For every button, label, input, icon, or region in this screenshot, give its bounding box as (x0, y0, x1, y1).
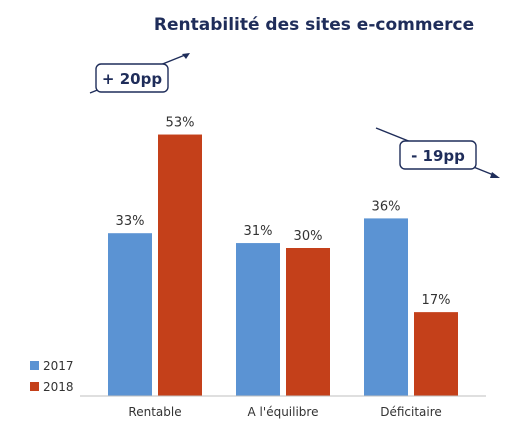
x-tick-label-1: A l'équilibre (248, 405, 319, 419)
bar-2017-1 (236, 243, 280, 396)
legend-swatch-2017 (30, 361, 39, 370)
bar-2018-0 (158, 134, 202, 397)
legend-label-2018: 2018 (43, 380, 74, 394)
callout-deficitaire: - 19pp (375, 127, 500, 178)
bar-2018-1 (286, 248, 330, 396)
legend: 2017 2018 (30, 359, 74, 394)
value-label-2018-2: 17% (422, 293, 451, 308)
chart-title: Rentabilité des sites e-commerce (154, 15, 474, 35)
callout-deficitaire-box (399, 140, 477, 170)
value-label-2017-0: 33% (116, 214, 145, 229)
value-label-2017-1: 31% (244, 224, 273, 239)
callout-deficitaire-text: - 19pp (411, 147, 465, 165)
callout-rentable: + 20pp (89, 53, 190, 94)
value-label-2017-2: 36% (372, 199, 401, 214)
bar-2018-2 (414, 312, 458, 396)
bar-2017-2 (364, 218, 408, 396)
value-label-2018-0: 53% (166, 116, 195, 131)
bars (108, 134, 458, 397)
callout-deficitaire-arrow-head (490, 172, 500, 178)
x-tick-label-2: Déficitaire (380, 405, 442, 419)
value-labels: 33% 31% 36% 53% 30% 17% (116, 116, 451, 309)
value-label-2018-1: 30% (294, 229, 323, 244)
callout-rentable-box (95, 63, 169, 93)
x-tick-labels: Rentable A l'équilibre Déficitaire (128, 405, 441, 419)
bar-2017-0 (108, 233, 152, 396)
legend-label-2017: 2017 (43, 359, 74, 373)
x-tick-label-0: Rentable (128, 405, 181, 419)
callout-rentable-arrow-head (182, 53, 190, 59)
callout-rentable-text: + 20pp (102, 70, 162, 88)
legend-swatch-2018 (30, 382, 39, 391)
